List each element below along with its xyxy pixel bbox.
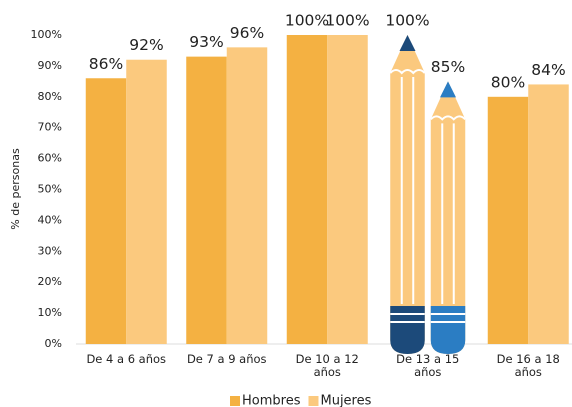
bar	[226, 47, 268, 345]
x-tick-label: De 4 a 6 años	[86, 352, 167, 366]
y-tick-label: 90%	[38, 59, 62, 72]
bar	[528, 84, 569, 344]
x-tick-label: De 10 a 12 años	[295, 352, 359, 379]
y-tick-label: 30%	[38, 244, 62, 257]
legend-label: Hombres	[242, 394, 301, 407]
y-tick-label: 60%	[38, 152, 62, 165]
value-label: 86%	[89, 55, 123, 73]
pencil-bar	[390, 35, 425, 354]
y-axis-label: % de personas	[9, 148, 22, 230]
value-label: 85%	[431, 58, 465, 76]
bar	[186, 56, 227, 344]
bar	[85, 78, 127, 344]
value-label: 80%	[491, 73, 525, 91]
x-tick-label: De 13 a 15 años	[396, 352, 460, 379]
pencil-tip	[399, 35, 416, 51]
pencil-tip	[440, 81, 456, 98]
y-tick-label: 0%	[45, 337, 62, 350]
y-tick-label: 10%	[38, 306, 62, 319]
pencil-collar	[390, 306, 425, 354]
bar	[286, 35, 328, 344]
y-tick-label: 50%	[38, 183, 62, 196]
x-tick-label: De 16 a 18 años	[496, 352, 560, 379]
legend-swatch	[230, 396, 240, 406]
value-label: 92%	[129, 36, 163, 54]
x-tick-label: De 7 a 9 años	[186, 352, 267, 366]
y-tick-label: 70%	[38, 121, 62, 134]
y-tick-label: 20%	[38, 275, 62, 288]
bar	[487, 96, 529, 344]
pencil-collar	[430, 306, 466, 354]
legend-label: Mujeres	[320, 394, 371, 407]
value-label: 100%	[285, 12, 329, 30]
value-label: 100%	[325, 12, 369, 30]
value-label: 96%	[230, 24, 264, 42]
y-tick-label: 40%	[38, 213, 62, 226]
pencil-wood-edge	[430, 115, 466, 121]
bar	[327, 35, 368, 344]
value-label: 84%	[531, 61, 565, 79]
y-tick-label: 100%	[31, 28, 62, 41]
y-tick-label: 80%	[38, 90, 62, 103]
legend-swatch	[308, 396, 319, 406]
pencil-wood-edge	[389, 69, 426, 75]
pencil-bar	[430, 81, 466, 354]
bar	[126, 59, 167, 344]
value-label: 100%	[385, 12, 429, 30]
value-label: 93%	[189, 33, 223, 51]
